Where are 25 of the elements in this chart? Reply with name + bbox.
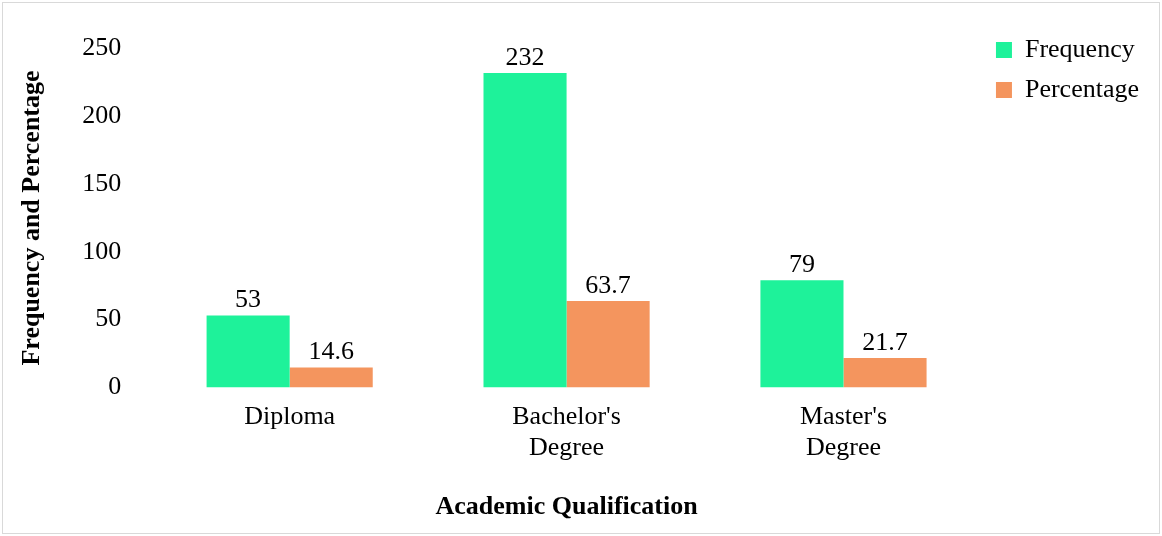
bar	[760, 280, 844, 388]
y-tick-label: 0	[108, 371, 122, 401]
legend-label: Percentage	[1024, 73, 1139, 103]
legend-label: Frequency	[1024, 33, 1135, 63]
data-label: 63.7	[585, 269, 631, 299]
bar	[483, 72, 567, 388]
x-tick-label: Bachelor's Degree	[512, 400, 621, 462]
x-tick-label: Diploma	[244, 400, 336, 430]
y-tick-label: 100	[82, 235, 122, 265]
bar	[843, 357, 927, 388]
data-label: 14.6	[308, 336, 354, 366]
x-axis-title: Academic Qualification	[435, 491, 699, 521]
y-tick-label: 200	[82, 100, 122, 130]
bar	[289, 367, 373, 388]
data-label: 232	[505, 41, 545, 71]
y-tick-label: 250	[82, 32, 122, 62]
bar	[566, 301, 650, 388]
y-tick-label: 50	[95, 303, 122, 333]
y-tick-label: 150	[82, 167, 122, 197]
data-label: 21.7	[862, 326, 908, 356]
data-label: 79	[788, 249, 815, 279]
bar	[206, 315, 290, 388]
x-tick-label: Master's Degree	[799, 400, 888, 462]
y-axis-title: Frequency and Percentage	[16, 70, 46, 366]
data-label: 53	[235, 284, 262, 314]
